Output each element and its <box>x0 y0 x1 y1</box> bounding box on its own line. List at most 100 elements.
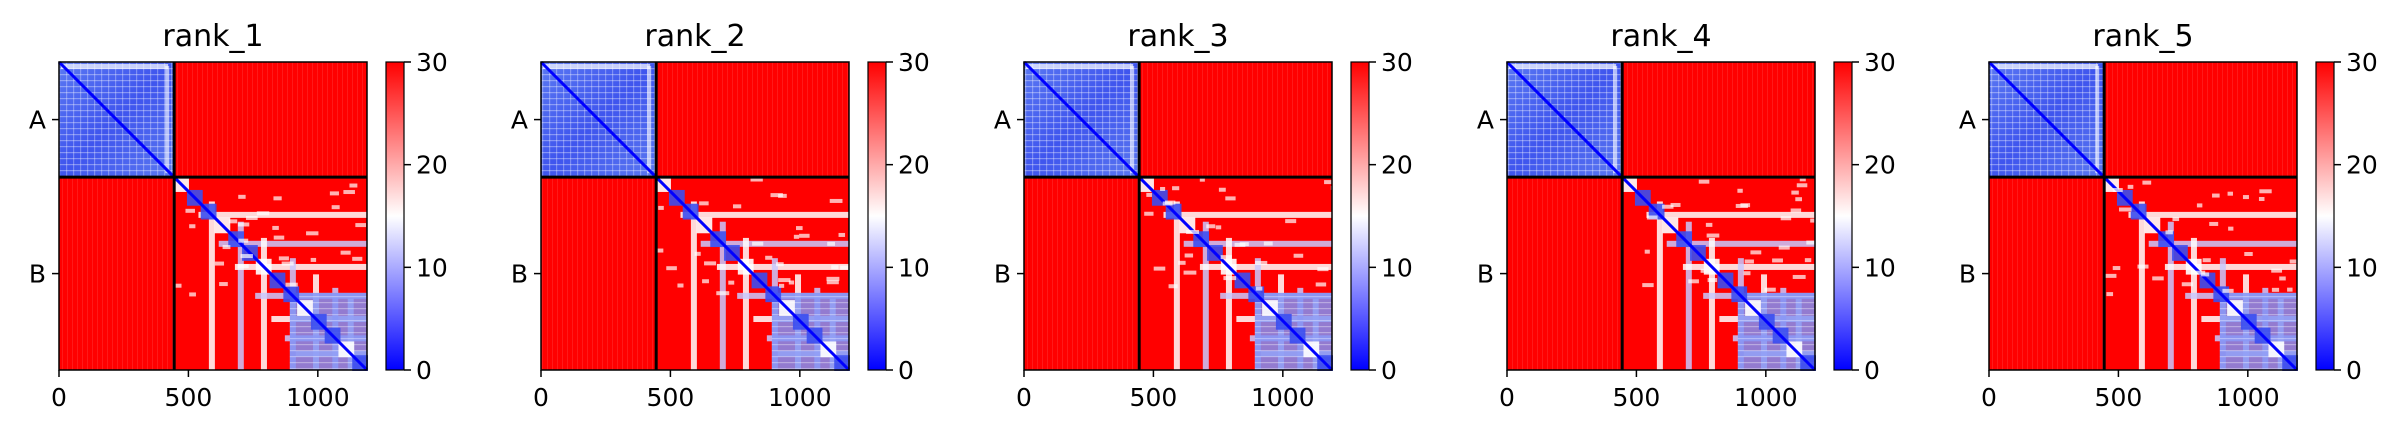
x-tick-label: 1000 <box>1251 383 1315 412</box>
plot-frame <box>1988 61 2298 371</box>
speckle <box>1740 203 1751 208</box>
speckle <box>2222 288 2234 293</box>
band-h-0 <box>2128 211 2297 218</box>
speckle <box>1225 196 1236 201</box>
band-v-2 <box>260 237 267 370</box>
diagonal-chain-b <box>1138 176 1334 372</box>
speckle <box>1160 186 1166 191</box>
speckle <box>666 266 677 271</box>
speckle <box>1764 287 1776 292</box>
band-h-1 <box>1183 240 1332 247</box>
speckle <box>694 251 701 256</box>
speckle <box>1220 255 1232 260</box>
x-tick-label: 1000 <box>2216 383 2280 412</box>
speckle <box>281 261 294 266</box>
speckle <box>1218 187 1226 192</box>
speckle <box>1206 224 1216 229</box>
diagonal-chain-b <box>173 176 369 372</box>
x-tick-label: 0 <box>1016 383 1032 412</box>
speckle <box>273 196 282 201</box>
chart-title: rank_5 <box>2092 19 2193 54</box>
speckle <box>1215 225 1222 230</box>
colorbar-tick-label: 10 <box>416 253 448 282</box>
speckle <box>189 224 196 229</box>
colorbar-tick-label: 20 <box>1381 151 1413 180</box>
band-h-2 <box>1682 263 1815 270</box>
y-tick-label: B <box>29 260 46 289</box>
block-chain-a-rim-top <box>1991 64 2099 69</box>
x-tick-label: 0 <box>533 383 549 412</box>
x-tick-label: 0 <box>1981 383 1997 412</box>
speckle <box>1293 253 1304 258</box>
colorbar-tick-label: 20 <box>416 151 448 180</box>
panel-5: rank_5 0 500 1000 A B 0 10 20 30 <box>1959 19 2378 412</box>
chart-title: rank_3 <box>1127 19 1228 54</box>
speckle <box>2244 251 2253 256</box>
diagonal-chain-a <box>57 60 176 179</box>
speckle <box>2202 258 2211 263</box>
speckle <box>658 205 664 210</box>
colorbar-tick-label: 20 <box>898 151 930 180</box>
colorbar-tick-label: 0 <box>416 356 432 385</box>
speckle <box>1153 266 1166 271</box>
speckle <box>174 283 182 288</box>
x-tick-label: 500 <box>1613 383 1661 412</box>
speckle <box>1263 241 1273 246</box>
colorbar-tick-label: 30 <box>1864 48 1896 77</box>
speckle <box>829 198 843 203</box>
speckle <box>1792 274 1806 279</box>
y-tick-label: A <box>1477 106 1494 135</box>
speckle <box>2242 195 2249 200</box>
speckle <box>1223 276 1237 281</box>
block-chain-a-rim-right <box>1130 66 1135 174</box>
y-tick-label: A <box>511 106 528 135</box>
speckle <box>355 223 367 228</box>
speckle <box>306 231 319 236</box>
speckle <box>1144 211 1154 216</box>
colorbar-tick-label: 30 <box>416 48 448 77</box>
panel-1: rank_1 0 500 1000 A B 0 10 20 30 <box>29 19 448 412</box>
speckle <box>2289 259 2300 264</box>
speckle <box>2104 273 2117 278</box>
x-tick-label: 1000 <box>286 383 350 412</box>
speckle <box>704 261 717 266</box>
block-chain-a-rim-top <box>1026 64 1134 69</box>
speckle <box>1255 286 1263 291</box>
diagonal-chain-a <box>1022 60 1141 179</box>
speckle <box>2258 196 2265 201</box>
band-v-2 <box>1225 237 1232 370</box>
band-h-1 <box>1666 240 1815 247</box>
band-h-1 <box>218 240 367 247</box>
speckle <box>838 232 846 237</box>
y-tick-label: A <box>994 106 1011 135</box>
speckle <box>1790 208 1802 213</box>
x-tick-label: 0 <box>1499 383 1515 412</box>
speckle <box>2112 187 2123 192</box>
chart-title: rank_4 <box>1610 19 1711 54</box>
speckle <box>2165 230 2173 235</box>
speckle <box>1707 278 1718 283</box>
block-chain-a-rim-right <box>2095 66 2100 174</box>
speckle <box>2127 184 2134 189</box>
speckle <box>1806 240 1817 245</box>
speckle <box>331 205 340 210</box>
speckle <box>1184 253 1194 258</box>
speckle <box>1234 242 1246 247</box>
band-h-0 <box>1163 211 1332 218</box>
speckle <box>1178 260 1186 265</box>
speckle <box>285 282 298 287</box>
speckle <box>796 226 803 231</box>
block-chain-a-rim-top <box>1509 64 1617 69</box>
speckle <box>752 241 764 246</box>
speckle <box>716 291 730 296</box>
colorbar-tick-label: 10 <box>898 253 930 282</box>
speckle <box>840 265 849 270</box>
band-h-1 <box>700 240 849 247</box>
speckle <box>278 256 289 261</box>
colorbar <box>385 61 405 371</box>
band-h-0 <box>680 211 849 218</box>
speckle <box>1255 260 1268 265</box>
speckle <box>1183 270 1197 275</box>
speckle <box>732 204 742 209</box>
band-v-1 <box>1685 221 1692 370</box>
